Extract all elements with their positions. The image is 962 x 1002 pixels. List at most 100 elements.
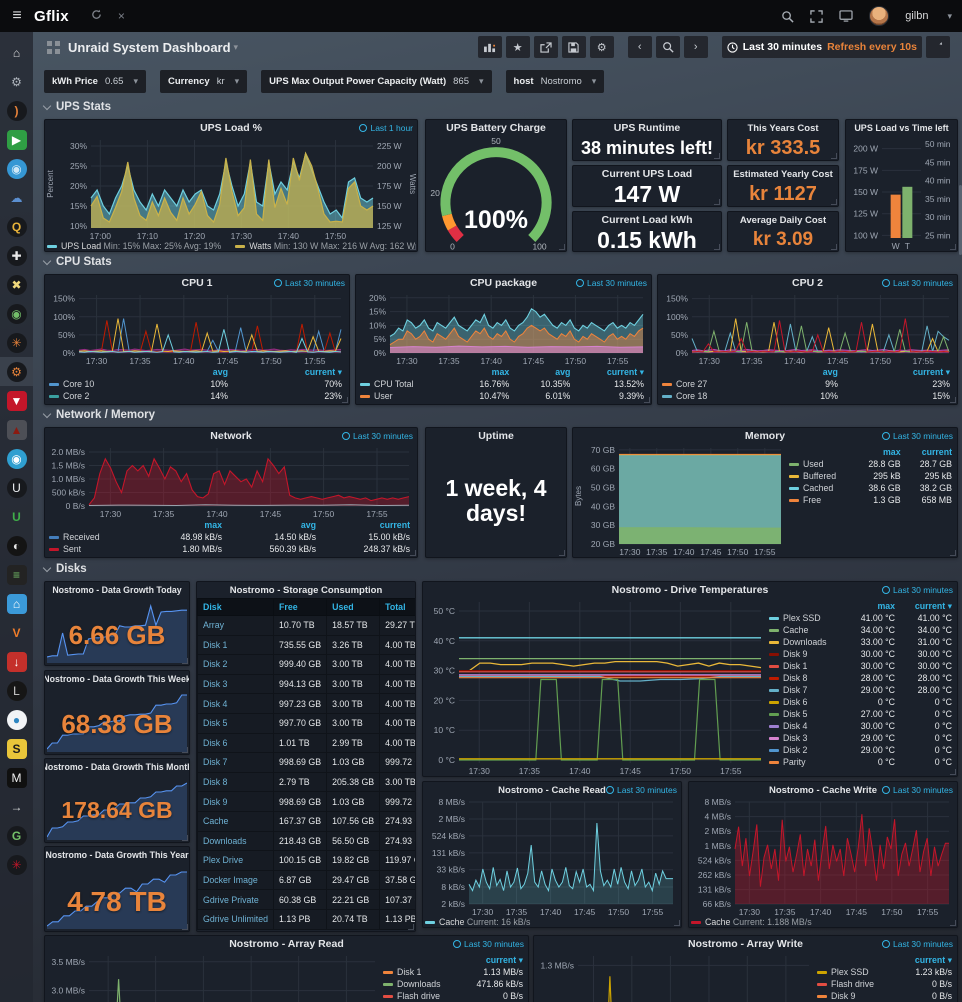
- refresh-dashboard-button[interactable]: [926, 36, 950, 58]
- octoprint-app-icon[interactable]: ✳: [0, 850, 33, 879]
- panel-timerange[interactable]: Last 30 minutes: [453, 939, 524, 949]
- legend-series[interactable]: Disk 8: [769, 672, 845, 684]
- panel-timerange[interactable]: Last 30 minutes: [882, 785, 953, 795]
- search-app-icon[interactable]: Q: [0, 212, 33, 241]
- panel-timerange[interactable]: Last 30 minutes: [576, 278, 647, 288]
- star-button[interactable]: ★: [505, 36, 530, 58]
- legend-series[interactable]: Disk 6: [769, 696, 845, 708]
- shield-app-icon[interactable]: ▼: [0, 386, 33, 415]
- legend-item[interactable]: Cache Current: 16 kB/s: [425, 917, 530, 927]
- youtubedl-app-icon[interactable]: ↓: [0, 647, 33, 676]
- storage-col-header[interactable]: Total: [379, 598, 415, 616]
- tab-refresh-icon[interactable]: [91, 9, 102, 23]
- panel-timerange[interactable]: Last 30 minutes: [882, 585, 953, 595]
- panel-title[interactable]: Uptime: [478, 430, 514, 442]
- legend-series[interactable]: Disk 4: [769, 720, 845, 732]
- legend-col-header[interactable]: current ▾: [485, 954, 523, 965]
- save-button[interactable]: [561, 36, 586, 58]
- legend-col-header[interactable]: current ▾: [914, 954, 952, 965]
- dashboard-grid-icon[interactable]: [47, 40, 60, 54]
- sub-app-icon[interactable]: S: [0, 734, 33, 763]
- legend-series[interactable]: Flash drive: [817, 978, 896, 990]
- legend-item[interactable]: UPS Load Min: 15% Max: 25% Avg: 19%: [47, 241, 221, 251]
- legend-series[interactable]: Disk 5: [769, 708, 845, 720]
- legend-col-header[interactable]: max: [491, 367, 510, 377]
- legend-col-header[interactable]: avg: [300, 520, 316, 530]
- ushare-app-icon[interactable]: U: [12, 509, 21, 524]
- panel-title[interactable]: Nostromo - Storage Consumption: [229, 584, 383, 596]
- legend-col-header[interactable]: current: [379, 520, 410, 530]
- levels-app-icon[interactable]: ≡: [0, 560, 33, 589]
- legend-col-header[interactable]: current ▾: [606, 366, 644, 377]
- panel-title[interactable]: UPS Battery Charge: [446, 122, 546, 134]
- storage-col-header[interactable]: Used: [326, 598, 381, 616]
- time-back-button[interactable]: ‹: [627, 36, 652, 58]
- grafana-app-icon[interactable]: ⚙: [0, 357, 33, 386]
- panel-title[interactable]: Nostromo - Cache Read: [498, 784, 606, 796]
- storage-col-header[interactable]: Free: [273, 598, 328, 616]
- tab-close-icon[interactable]: ×: [117, 9, 125, 23]
- legend-series[interactable]: Free: [789, 494, 852, 506]
- panel-timerange[interactable]: Last 30 minutes: [606, 785, 677, 795]
- home-icon[interactable]: ⌂: [12, 45, 21, 60]
- variable-1[interactable]: Currency kr ▾: [159, 70, 248, 93]
- legend-series[interactable]: Cached: [789, 482, 852, 494]
- legend-series[interactable]: Core 10: [49, 378, 169, 390]
- panel-title[interactable]: Average Daily Cost: [739, 214, 827, 226]
- dashboard-title-caret-icon[interactable]: ▾: [233, 41, 239, 52]
- portainer-app-icon[interactable]: ◉: [0, 154, 33, 183]
- lazylibrarian-app-icon[interactable]: L: [0, 676, 33, 705]
- panel-title[interactable]: CPU package: [469, 277, 538, 289]
- legend-item[interactable]: Cache Current: 1.188 MB/s: [691, 917, 812, 927]
- legend-col-header[interactable]: current: [921, 447, 952, 457]
- panel-title[interactable]: Nostromo - Cache Write: [768, 784, 878, 796]
- panel-title[interactable]: This Years Cost: [747, 122, 819, 134]
- legend-col-header[interactable]: avg: [555, 367, 571, 377]
- section-disks[interactable]: Disks: [42, 563, 87, 575]
- storage-col-header[interactable]: Disk: [197, 598, 275, 616]
- network-app-icon[interactable]: ✳: [0, 328, 33, 357]
- legend-series[interactable]: Downloads: [383, 978, 458, 990]
- legend-series[interactable]: Disk 1: [383, 966, 458, 978]
- legend-series[interactable]: Core 18: [662, 390, 780, 402]
- section-cpu-stats[interactable]: CPU Stats: [42, 256, 112, 268]
- variable-2[interactable]: UPS Max Output Power Capacity (Watt) 865 …: [261, 70, 492, 93]
- user-avatar[interactable]: [869, 6, 890, 26]
- variable-3[interactable]: host Nostromo ▾: [505, 70, 605, 93]
- plex-app-icon[interactable]: ▶: [0, 125, 33, 154]
- legend-series[interactable]: User: [360, 390, 451, 402]
- water-app-icon[interactable]: ●: [0, 705, 33, 734]
- panel-title[interactable]: Estimated Yearly Cost: [733, 168, 833, 180]
- homeassistant-app-icon[interactable]: ⌂: [0, 589, 33, 618]
- panel-title[interactable]: Nostromo - Drive Temperatures: [611, 584, 769, 596]
- panel-timerange[interactable]: Last 30 minutes: [342, 431, 413, 441]
- fullscreen-icon[interactable]: [810, 9, 823, 23]
- settings-gear-icon[interactable]: ⚙: [11, 74, 22, 89]
- sushi-app-icon[interactable]: ◐: [0, 531, 33, 560]
- legend-series[interactable]: Sent: [49, 543, 140, 555]
- legend-series[interactable]: Plex SSD: [817, 966, 896, 978]
- panel-title[interactable]: Memory: [744, 430, 786, 442]
- gitlab-app-icon[interactable]: V: [12, 625, 21, 640]
- swag-app-icon[interactable]: ): [0, 96, 33, 125]
- cross2-app-icon[interactable]: ✖: [0, 270, 33, 299]
- add-panel-button[interactable]: [477, 36, 502, 58]
- legend-col-header[interactable]: max: [204, 520, 223, 530]
- panel-title[interactable]: CPU 2: [792, 277, 823, 289]
- variable-0[interactable]: kWh Price 0.65 ▾: [44, 70, 146, 93]
- unifi-app-icon[interactable]: U: [0, 473, 33, 502]
- jacket-app-icon[interactable]: M: [0, 763, 33, 792]
- legend-item[interactable]: Watts Min: 130 W Max: 216 W Avg: 162 W: [235, 241, 415, 251]
- username[interactable]: gilbn: [905, 10, 929, 22]
- cloud-app-icon[interactable]: ☁: [10, 190, 23, 205]
- search-icon[interactable]: [781, 10, 794, 23]
- eye-app-icon[interactable]: ◉: [0, 444, 33, 473]
- panel-title[interactable]: UPS Load %: [200, 122, 262, 134]
- share-button[interactable]: [533, 36, 558, 58]
- legend-col-header[interactable]: current ▾: [912, 366, 950, 377]
- logout-icon[interactable]: →: [10, 799, 23, 814]
- legend-series[interactable]: Used: [789, 458, 852, 470]
- panel-title[interactable]: Current UPS Load: [601, 168, 693, 180]
- legend-col-header[interactable]: avg: [212, 367, 228, 377]
- time-range-picker[interactable]: Last 30 minutes Refresh every 10s: [721, 36, 922, 58]
